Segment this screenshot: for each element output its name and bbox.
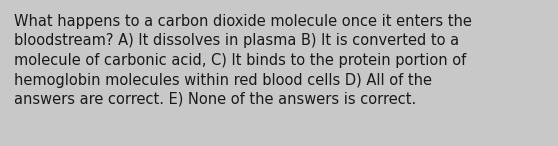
- Text: answers are correct. E) None of the answers is correct.: answers are correct. E) None of the answ…: [14, 92, 416, 107]
- Text: hemoglobin molecules within red blood cells D) All of the: hemoglobin molecules within red blood ce…: [14, 73, 432, 87]
- Text: bloodstream? A) It dissolves in plasma B) It is converted to a: bloodstream? A) It dissolves in plasma B…: [14, 33, 459, 48]
- Text: What happens to a carbon dioxide molecule once it enters the: What happens to a carbon dioxide molecul…: [14, 14, 472, 29]
- Text: molecule of carbonic acid, C) It binds to the protein portion of: molecule of carbonic acid, C) It binds t…: [14, 53, 466, 68]
